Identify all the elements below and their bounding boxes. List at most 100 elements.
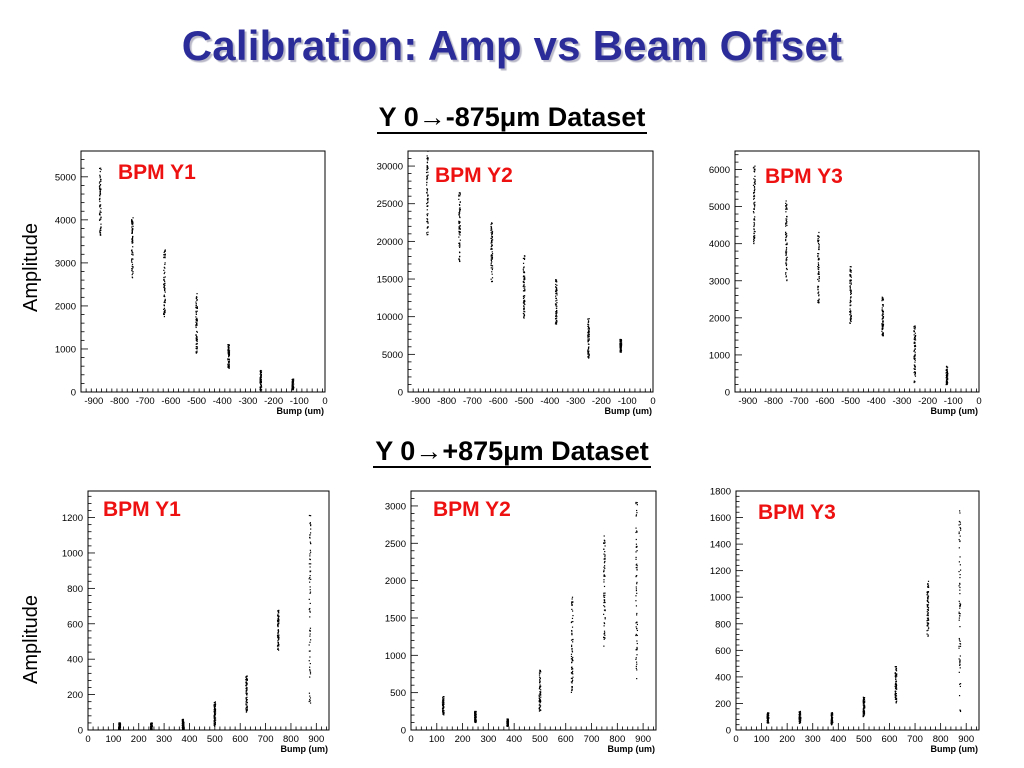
data-point	[276, 645, 279, 647]
data-point	[635, 657, 637, 659]
data-point	[163, 276, 165, 279]
data-point	[850, 314, 852, 316]
data-point	[831, 716, 833, 718]
data-point	[100, 216, 102, 218]
data-point	[426, 175, 428, 177]
data-point	[181, 724, 183, 727]
data-point	[246, 678, 248, 680]
data-point	[785, 206, 787, 208]
data-point	[426, 190, 428, 192]
data-point	[310, 515, 312, 517]
data-point	[426, 227, 428, 229]
data-point	[458, 208, 461, 210]
data-point	[571, 604, 573, 606]
data-point	[959, 664, 961, 667]
data-point	[753, 182, 755, 184]
data-point	[636, 509, 638, 512]
data-point	[914, 342, 916, 345]
data-cluster	[587, 318, 590, 359]
data-point	[570, 639, 573, 641]
y-tick-label: 800	[715, 619, 731, 630]
data-point	[292, 380, 294, 382]
data-point	[946, 374, 948, 376]
data-point	[959, 576, 961, 579]
data-point	[442, 707, 444, 710]
data-point	[753, 240, 755, 242]
data-point	[538, 694, 540, 696]
data-point	[894, 692, 897, 694]
data-point	[882, 332, 884, 335]
data-point	[817, 253, 820, 255]
data-point	[619, 339, 621, 341]
data-point	[786, 208, 788, 211]
data-point	[278, 637, 280, 639]
data-point	[754, 179, 756, 181]
data-point	[214, 721, 217, 723]
y-tick-label: 400	[67, 655, 83, 666]
data-point	[99, 194, 101, 196]
data-point	[754, 183, 756, 185]
data-point	[260, 370, 263, 372]
data-point	[786, 279, 788, 281]
data-point	[507, 725, 509, 727]
data-point	[309, 656, 311, 658]
data-point	[458, 242, 460, 244]
data-point	[896, 688, 898, 690]
data-point	[753, 195, 755, 198]
data-cluster	[913, 325, 917, 384]
data-point	[227, 345, 229, 348]
y-tick-label: 2000	[385, 576, 406, 587]
data-point	[164, 282, 166, 285]
data-point	[849, 280, 851, 282]
data-point	[571, 671, 573, 673]
data-point	[308, 692, 311, 694]
data-point	[850, 293, 852, 295]
data-point	[308, 650, 310, 652]
data-point	[213, 704, 215, 706]
data-point	[571, 659, 574, 661]
data-point	[260, 377, 262, 380]
data-point	[862, 702, 864, 704]
data-point	[459, 204, 461, 206]
data-point	[426, 161, 429, 163]
data-point	[538, 710, 541, 712]
data-point	[786, 279, 788, 282]
data-point	[881, 318, 883, 320]
data-point	[246, 706, 248, 709]
data-point	[309, 702, 312, 704]
data-point	[132, 240, 134, 242]
data-point	[474, 719, 476, 721]
data-point	[277, 619, 279, 621]
data-point	[524, 277, 526, 280]
data-point	[555, 290, 557, 293]
data-point	[309, 591, 312, 593]
data-point	[458, 203, 461, 206]
data-point	[150, 725, 152, 727]
data-point	[894, 675, 896, 678]
data-point	[850, 296, 852, 298]
data-point	[849, 302, 851, 304]
data-point	[753, 202, 755, 204]
data-point	[604, 575, 606, 577]
data-point	[767, 722, 769, 724]
data-point	[490, 226, 493, 228]
data-point	[196, 347, 198, 349]
data-point	[849, 311, 851, 313]
data-point	[959, 586, 961, 589]
data-point	[163, 308, 165, 311]
data-point	[228, 355, 230, 357]
data-point	[570, 658, 573, 660]
data-point	[587, 340, 589, 342]
data-point	[491, 236, 493, 238]
data-point	[523, 267, 525, 269]
data-point	[959, 645, 962, 647]
data-point	[555, 283, 557, 286]
data-point	[459, 208, 461, 210]
data-point	[926, 625, 928, 627]
data-point	[164, 289, 166, 292]
data-point	[459, 231, 461, 234]
data-point	[277, 610, 279, 612]
data-point	[490, 232, 492, 234]
data-point	[914, 354, 916, 356]
y-tick-label: 6000	[709, 165, 730, 176]
